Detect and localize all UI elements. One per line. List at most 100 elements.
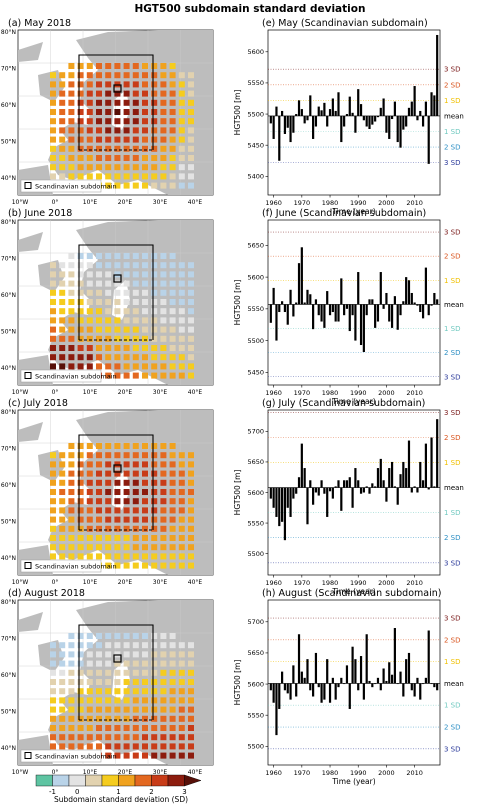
bar xyxy=(430,304,433,306)
grid-cell xyxy=(105,498,112,505)
grid-cell xyxy=(151,271,158,278)
colorbar-segment xyxy=(52,774,70,787)
grid-cell xyxy=(50,99,56,106)
bar xyxy=(297,634,301,684)
y-tick-label: 5700 xyxy=(247,618,264,626)
grid-cell xyxy=(86,498,93,505)
grid-cell xyxy=(86,136,93,143)
grid-cell xyxy=(86,299,93,305)
grid-cell xyxy=(188,697,194,704)
grid-cell xyxy=(96,127,102,134)
grid-cell xyxy=(68,164,75,171)
grid-cell xyxy=(169,271,176,278)
grid-cell xyxy=(105,109,112,115)
grid-cell xyxy=(169,63,176,69)
grid-cell xyxy=(59,308,66,315)
grid-cell xyxy=(59,452,66,459)
grid-cell xyxy=(123,715,130,722)
y-tick-label: 5500 xyxy=(247,110,264,118)
grid-cell xyxy=(77,489,84,495)
bar xyxy=(424,443,428,488)
grid-cell xyxy=(96,289,102,296)
grid-cell xyxy=(132,479,139,486)
bar xyxy=(430,437,433,488)
bar xyxy=(323,487,326,494)
grid-cell xyxy=(105,81,112,88)
map-title: (d) August 2018 xyxy=(8,588,85,599)
grid-cell xyxy=(114,164,121,171)
grid-cell xyxy=(114,535,121,541)
bar xyxy=(436,419,439,488)
grid-cell xyxy=(132,72,139,79)
grid-cell xyxy=(114,372,121,379)
grid-cell xyxy=(59,145,66,152)
grid-cell xyxy=(188,127,194,134)
sd-label: mean xyxy=(444,680,464,688)
grid-cell xyxy=(50,81,56,88)
grid-cell xyxy=(151,489,158,495)
grid-cell xyxy=(169,489,176,495)
grid-cell xyxy=(105,443,112,449)
map-legend xyxy=(20,559,102,573)
bar xyxy=(354,304,357,341)
bar xyxy=(368,680,371,684)
grid-cell xyxy=(132,752,139,759)
grid-cell xyxy=(105,155,112,161)
grid-cell xyxy=(178,651,185,658)
grid-cell xyxy=(68,173,75,180)
grid-cell xyxy=(160,299,167,305)
grid-cell xyxy=(123,72,130,79)
grid-cell xyxy=(142,498,148,505)
grid-cell xyxy=(151,642,158,649)
grid-cell xyxy=(68,489,75,495)
bar xyxy=(421,115,425,127)
grid-cell xyxy=(68,535,75,541)
lon-tick-label: 40°E xyxy=(188,769,203,776)
grid-cell xyxy=(114,308,121,315)
y-tick-label: 5650 xyxy=(247,649,264,657)
bar xyxy=(326,487,329,517)
bar xyxy=(345,114,349,116)
map-title: (b) June 2018 xyxy=(8,208,72,219)
grid-cell xyxy=(77,452,84,459)
bar xyxy=(343,115,346,127)
bar xyxy=(365,634,368,684)
bar xyxy=(334,486,337,488)
bar xyxy=(379,107,382,116)
grid-cell xyxy=(142,679,148,685)
grid-cell xyxy=(160,660,167,667)
grid-cell xyxy=(105,553,112,560)
grid-cell xyxy=(169,308,176,315)
bar xyxy=(269,304,272,323)
grid-cell xyxy=(86,679,93,685)
grid-cell xyxy=(160,127,167,134)
grid-cell xyxy=(105,697,112,704)
grid-cell xyxy=(178,642,185,649)
lat-tick-label: 40°N xyxy=(1,365,16,372)
grid-cell xyxy=(68,326,75,333)
bar xyxy=(407,107,411,116)
grid-cell xyxy=(50,725,56,731)
lon-tick-label: 10°E xyxy=(83,199,98,206)
grid-cell xyxy=(160,345,167,351)
figure-title: HGT500 subdomain standard deviation xyxy=(135,3,366,15)
grid-cell xyxy=(68,118,75,125)
grid-cell xyxy=(160,752,167,759)
bar xyxy=(393,486,396,488)
grid-cell xyxy=(178,562,185,569)
bar xyxy=(357,89,360,116)
grid-cell xyxy=(50,335,56,342)
bar xyxy=(275,683,278,736)
grid-cell xyxy=(86,99,93,106)
grid-cell xyxy=(77,299,84,305)
bar xyxy=(399,115,402,148)
grid-cell xyxy=(114,688,121,695)
grid-cell xyxy=(114,109,121,115)
lat-tick-label: 40°N xyxy=(1,555,16,562)
grid-cell xyxy=(132,253,139,259)
grid-cell xyxy=(160,715,167,722)
grid-cell xyxy=(142,354,148,361)
grid-cell xyxy=(160,182,167,189)
grid-cell xyxy=(50,544,56,551)
grid-cell xyxy=(96,90,102,97)
